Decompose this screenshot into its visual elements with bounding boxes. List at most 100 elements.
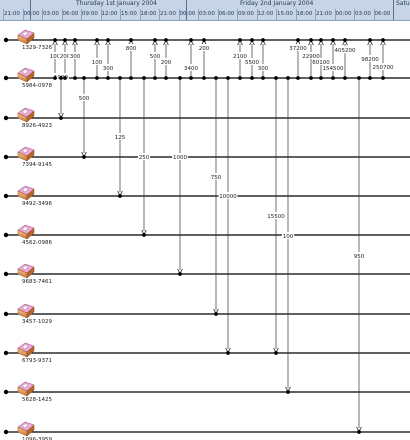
account-folder-icon[interactable] bbox=[17, 146, 35, 162]
hour-tick bbox=[42, 9, 43, 20]
hour-tick bbox=[237, 9, 238, 20]
account-folder-icon[interactable] bbox=[17, 67, 35, 83]
transfer-amount-label[interactable]: 22900 bbox=[302, 54, 320, 60]
transfer-dot bbox=[331, 76, 335, 80]
transfer-amount-label[interactable]: 250700 bbox=[373, 65, 394, 71]
amount-label-bg bbox=[333, 46, 357, 53]
transfer-amount-label[interactable]: 100 bbox=[283, 234, 294, 240]
transfer-amount-label[interactable]: 500 bbox=[150, 54, 161, 60]
account-folder-icon[interactable] bbox=[17, 342, 35, 358]
transfer-dot bbox=[202, 38, 206, 42]
timeline-start-dot bbox=[3, 154, 9, 160]
day-label: Thursday 1st January 2004 bbox=[76, 0, 157, 7]
amount-label-bg bbox=[288, 44, 308, 51]
hour-label: 09:00 bbox=[238, 11, 254, 17]
hour-label: 06:00 bbox=[218, 11, 235, 17]
transfer-amount-label[interactable]: 200 bbox=[199, 46, 210, 52]
transfer-amount-label[interactable]: 100 bbox=[50, 54, 61, 60]
account-id-label: 7394-9145 bbox=[22, 162, 52, 168]
account-folder-icon[interactable] bbox=[17, 29, 35, 45]
amount-label-bg bbox=[301, 52, 321, 59]
transfer-amount-label[interactable]: 750 bbox=[211, 175, 222, 181]
transfer-amount-label[interactable]: 5500 bbox=[245, 60, 259, 66]
account-folder-icon[interactable] bbox=[17, 381, 35, 397]
transfer-dot bbox=[368, 38, 372, 42]
transfer-amount-label[interactable]: 405200 bbox=[335, 48, 356, 54]
transfer-amount-label[interactable]: 2100 bbox=[233, 54, 247, 60]
account-id-label: 5628-1425 bbox=[22, 397, 52, 403]
transfer-amount-label[interactable]: 250 bbox=[139, 155, 150, 161]
transfer-amount-label[interactable]: 15500 bbox=[267, 214, 285, 220]
amount-label-bg bbox=[90, 58, 104, 65]
hour-label: 06:00 bbox=[62, 11, 79, 17]
hour-tick bbox=[315, 9, 316, 20]
hour-tick bbox=[120, 9, 121, 20]
timeline-start-dot bbox=[3, 232, 9, 238]
amount-label-bg bbox=[209, 173, 223, 180]
transfer-dot bbox=[164, 76, 168, 80]
transfer-amount-label[interactable]: 300 bbox=[103, 66, 114, 72]
hour-label: 03:00 bbox=[199, 11, 215, 17]
transfer-amount-label[interactable]: 98200 bbox=[361, 57, 379, 63]
hour-label: 03:00 bbox=[355, 11, 371, 17]
account-folder-icon[interactable] bbox=[17, 185, 35, 201]
amount-label-bg bbox=[124, 44, 138, 51]
timeline-start-dot bbox=[3, 350, 9, 356]
account-folder-icon[interactable] bbox=[17, 107, 35, 123]
transfer-dot bbox=[319, 38, 323, 42]
account-id-label: 1096-3959 bbox=[22, 437, 52, 440]
transfer-amount-label[interactable]: 60100 bbox=[312, 60, 330, 66]
hour-tick bbox=[198, 9, 199, 20]
hour-tick bbox=[354, 9, 355, 20]
transfer-dot bbox=[63, 76, 67, 80]
amount-label-bg bbox=[232, 52, 248, 59]
transfer-dot bbox=[343, 76, 347, 80]
hour-tick bbox=[139, 9, 141, 20]
transfer-amount-label[interactable]: 200 bbox=[161, 60, 172, 66]
transfer-dot bbox=[178, 76, 182, 80]
transfer-amount-label[interactable]: 800 bbox=[126, 46, 137, 52]
account-id-label: 6793-9371 bbox=[22, 358, 52, 364]
transfer-dot bbox=[142, 76, 146, 80]
transfer-amount-label[interactable]: 10000 bbox=[219, 194, 237, 200]
hour-tick bbox=[256, 9, 258, 20]
account-folder-icon[interactable] bbox=[17, 263, 35, 279]
transfer-dot bbox=[381, 76, 385, 80]
transfer-dot bbox=[226, 351, 230, 355]
hour-tick bbox=[373, 9, 375, 20]
transfer-amount-label[interactable]: 300 bbox=[70, 54, 81, 60]
amount-label-bg bbox=[266, 212, 286, 219]
transfer-dot bbox=[164, 38, 168, 42]
transfer-amount-label[interactable]: 200 bbox=[60, 54, 71, 60]
amount-label-bg bbox=[352, 252, 366, 259]
amount-label-bg bbox=[137, 153, 151, 160]
account-folder-icon[interactable] bbox=[17, 224, 35, 240]
transfer-amount-label[interactable]: 37200 bbox=[289, 46, 307, 52]
transfer-amount-label[interactable]: 950 bbox=[354, 254, 365, 260]
transfer-dot bbox=[238, 38, 242, 42]
transfer-amount-label[interactable]: 3400 bbox=[184, 66, 198, 72]
transfer-dot bbox=[274, 76, 278, 80]
hour-tick bbox=[159, 9, 160, 20]
day-label: Friday 2nd January 2004 bbox=[240, 0, 314, 7]
transfer-amount-label[interactable]: 154500 bbox=[323, 66, 344, 72]
transfer-dot bbox=[82, 155, 86, 159]
transfer-amount-label[interactable]: 1000 bbox=[173, 155, 187, 161]
timeline-start-dot bbox=[3, 271, 9, 277]
transfer-dot bbox=[286, 76, 290, 80]
transfer-dot bbox=[153, 38, 157, 42]
transfer-amount-label[interactable]: 500 bbox=[79, 96, 90, 102]
transfer-dot bbox=[214, 312, 218, 316]
transfer-amount-label[interactable]: 125 bbox=[115, 135, 126, 141]
transfer-dot bbox=[226, 76, 230, 80]
account-folder-icon[interactable] bbox=[17, 421, 35, 437]
transfer-amount-label[interactable]: 100 bbox=[92, 60, 103, 66]
hour-label: 18:00 bbox=[140, 11, 157, 17]
hour-label: 00:00 bbox=[335, 11, 352, 17]
amount-label-bg bbox=[159, 58, 173, 65]
transfer-amount-label[interactable]: 300 bbox=[258, 66, 269, 72]
account-folder-icon[interactable] bbox=[17, 303, 35, 319]
transfer-dot bbox=[106, 76, 110, 80]
amount-label-bg bbox=[101, 64, 115, 71]
transfer-dot bbox=[59, 116, 63, 120]
